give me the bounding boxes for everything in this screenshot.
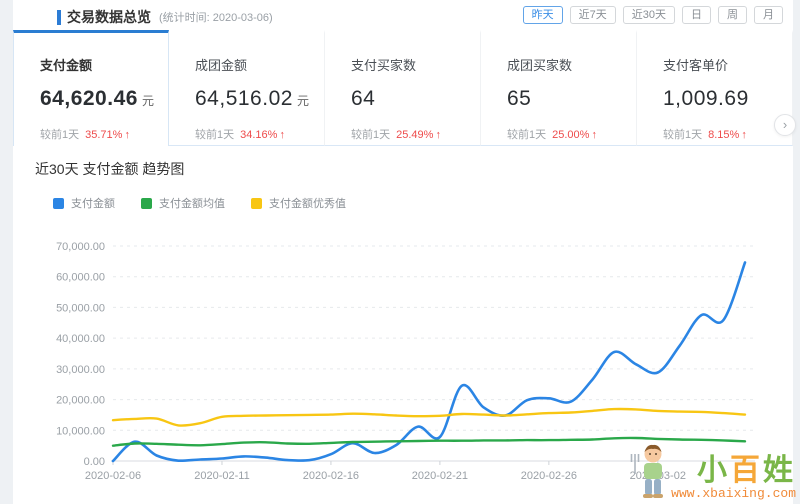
stat-card-group-amount[interactable]: 成团金额 64,516.02 元 较前1天 34.16% ↑	[169, 30, 325, 146]
header: 交易数据总览 (统计时间: 2020-03-06) 昨天 近7天 近30天 日 …	[13, 0, 793, 30]
card-compare: 较前1天 8.15% ↑	[663, 129, 747, 141]
card-compare: 较前1天 34.16% ↑	[195, 129, 285, 141]
legend-item-pay-amount[interactable]: 支付金额	[53, 195, 115, 211]
date-range-group: 昨天 近7天 近30天 日 周 月	[522, 6, 783, 24]
card-compare: 较前1天 25.00% ↑	[507, 129, 597, 141]
card-value: 64	[351, 87, 376, 110]
up-arrow-icon: ↑	[741, 129, 747, 141]
svg-text:2020-02-26: 2020-02-26	[521, 470, 577, 482]
card-value: 1,009.69	[663, 87, 749, 110]
chart-legend: 支付金额 支付金额均值 支付金额优秀值	[53, 195, 346, 211]
card-change: 25.00%	[552, 129, 590, 141]
card-unit: 元	[296, 94, 309, 108]
stat-cards-row: 支付金额 64,620.46 元 较前1天 35.71% ↑ 成团金额 64,516…	[13, 30, 796, 146]
chart-title: 近30天 支付金额 趋势图	[35, 161, 185, 177]
watermark: 小百姓 www.xbaixing.com	[629, 440, 796, 502]
card-value: 65	[507, 87, 532, 110]
range-button-day[interactable]: 日	[682, 6, 711, 24]
svg-text:40,000.00: 40,000.00	[56, 333, 105, 345]
trend-chart-section: 近30天 支付金额 趋势图 支付金额 支付金额均值 支付金额优秀值 0.00 10…	[13, 146, 793, 504]
card-compare: 较前1天 25.49% ↑	[351, 129, 441, 141]
svg-text:60,000.00: 60,000.00	[56, 272, 105, 284]
chevron-right-icon: ›	[782, 117, 788, 132]
legend-item-pay-amount-avg[interactable]: 支付金额均值	[141, 195, 225, 211]
legend-item-pay-amount-best[interactable]: 支付金额优秀值	[251, 195, 346, 211]
svg-text:10,000.00: 10,000.00	[56, 425, 105, 437]
range-button-7days[interactable]: 近7天	[569, 6, 616, 24]
legend-swatch-green	[141, 197, 152, 209]
stat-card-avg-order-value[interactable]: 支付客单价 1,009.69 较前1天 8.15% ↑	[637, 30, 793, 146]
legend-swatch-yellow	[251, 197, 262, 209]
svg-text:2020-02-06: 2020-02-06	[85, 470, 141, 482]
cards-next-button[interactable]: ›	[774, 114, 796, 136]
range-button-30days[interactable]: 近30天	[622, 6, 675, 24]
watermark-mascot-icon	[630, 444, 664, 498]
svg-text:50,000.00: 50,000.00	[56, 302, 105, 314]
card-value: 64,516.02	[195, 87, 293, 110]
card-title: 支付买家数	[351, 58, 417, 73]
card-change: 8.15%	[708, 129, 740, 141]
svg-text:2020-02-11: 2020-02-11	[194, 470, 249, 482]
card-title: 成团金额	[195, 58, 248, 73]
range-button-month[interactable]: 月	[754, 6, 783, 24]
trend-line-chart: 0.00 10,000.00 20,000.00 30,000.00 40,000.00…	[56, 241, 755, 482]
card-title: 成团买家数	[507, 58, 573, 73]
title-accent-bar	[57, 9, 61, 25]
watermark-brand: 小百姓	[697, 453, 796, 488]
svg-text:0.00: 0.00	[84, 456, 105, 468]
title-wrap: 交易数据总览 (统计时间: 2020-03-06)	[57, 7, 273, 27]
page-title: 交易数据总览	[67, 9, 151, 25]
card-title: 支付客单价	[663, 58, 729, 73]
up-arrow-icon: ↑	[279, 129, 285, 141]
card-value: 64,620.46	[40, 87, 138, 110]
svg-text:20,000.00: 20,000.00	[56, 395, 105, 407]
stat-time: (统计时间: 2020-03-06)	[159, 12, 273, 24]
svg-text:2020-02-21: 2020-02-21	[412, 470, 468, 482]
card-compare: 较前1天 35.71% ↑	[40, 129, 130, 141]
up-arrow-icon: ↑	[591, 129, 597, 141]
dashboard-panel: 交易数据总览 (统计时间: 2020-03-06) 昨天 近7天 近30天 日 …	[13, 0, 796, 504]
stat-card-pay-buyers[interactable]: 支付买家数 64 较前1天 25.49% ↑	[325, 30, 481, 146]
card-change: 34.16%	[240, 129, 278, 141]
svg-text:2020-02-16: 2020-02-16	[303, 470, 359, 482]
svg-text:30,000.00: 30,000.00	[56, 364, 105, 376]
card-title: 支付金额	[40, 58, 93, 73]
svg-text:70,000.00: 70,000.00	[56, 241, 105, 253]
card-change: 35.71%	[85, 129, 123, 141]
stat-card-group-buyers[interactable]: 成团买家数 65 较前1天 25.00% ↑	[481, 30, 637, 146]
up-arrow-icon: ↑	[435, 129, 441, 141]
card-unit: 元	[141, 94, 154, 108]
range-button-yesterday[interactable]: 昨天	[522, 6, 563, 24]
stat-card-pay-amount[interactable]: 支付金额 64,620.46 元 较前1天 35.71% ↑	[13, 30, 169, 146]
legend-swatch-blue	[53, 197, 64, 209]
up-arrow-icon: ↑	[124, 129, 130, 141]
range-button-week[interactable]: 周	[718, 6, 747, 24]
watermark-url: www.xbaixing.com	[671, 486, 796, 501]
card-change: 25.49%	[396, 129, 434, 141]
